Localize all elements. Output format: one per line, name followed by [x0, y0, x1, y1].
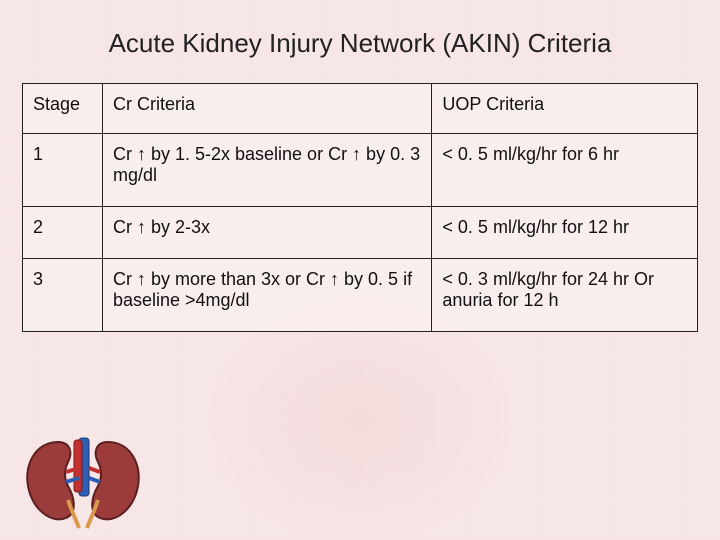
kidneys-icon — [18, 430, 148, 530]
cell-cr: Cr ↑ by 2-3x — [102, 207, 431, 259]
col-header-cr: Cr Criteria — [102, 84, 431, 134]
cell-uop: < 0. 5 ml/kg/hr for 6 hr — [432, 134, 698, 207]
table-row: 1 Cr ↑ by 1. 5-2x baseline or Cr ↑ by 0.… — [23, 134, 698, 207]
table-row: 2 Cr ↑ by 2-3x < 0. 5 ml/kg/hr for 12 hr — [23, 207, 698, 259]
col-header-uop: UOP Criteria — [432, 84, 698, 134]
cell-stage: 3 — [23, 259, 103, 332]
table-row: 3 Cr ↑ by more than 3x or Cr ↑ by 0. 5 i… — [23, 259, 698, 332]
cell-stage: 2 — [23, 207, 103, 259]
cell-cr: Cr ↑ by more than 3x or Cr ↑ by 0. 5 if … — [102, 259, 431, 332]
cell-cr: Cr ↑ by 1. 5-2x baseline or Cr ↑ by 0. 3… — [102, 134, 431, 207]
col-header-stage: Stage — [23, 84, 103, 134]
criteria-table: Stage Cr Criteria UOP Criteria 1 Cr ↑ by… — [22, 83, 698, 332]
page-title: Acute Kidney Injury Network (AKIN) Crite… — [0, 0, 720, 83]
cell-uop: < 0. 5 ml/kg/hr for 12 hr — [432, 207, 698, 259]
cell-stage: 1 — [23, 134, 103, 207]
cell-uop: < 0. 3 ml/kg/hr for 24 hr Or anuria for … — [432, 259, 698, 332]
table-header-row: Stage Cr Criteria UOP Criteria — [23, 84, 698, 134]
